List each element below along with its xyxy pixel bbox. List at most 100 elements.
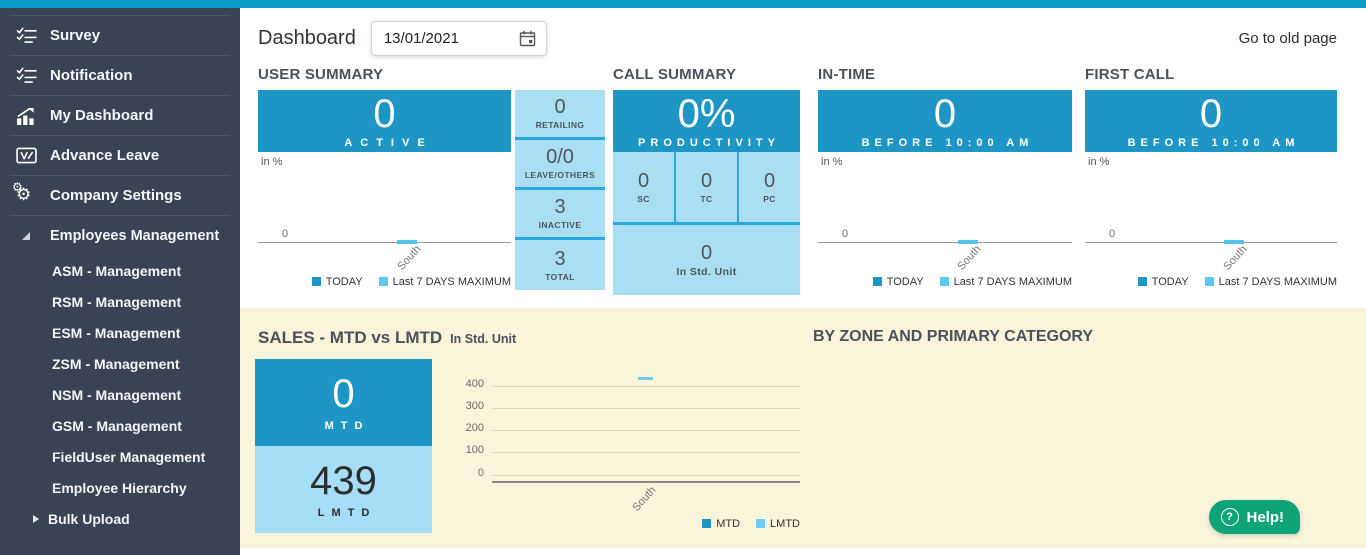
lmtd-value: 439: [310, 458, 377, 503]
page-title: Dashboard: [258, 27, 356, 49]
in-time-chart: 0: [818, 171, 1072, 244]
last7-max-bar: [1223, 240, 1244, 244]
active-value: 0: [373, 91, 396, 136]
before-10am-hero-box: 0 BEFORE 10:00 AM: [1085, 90, 1337, 152]
sidebar-item-survey[interactable]: Survey: [10, 15, 230, 55]
active-hero-box: 0 ACTIVE: [258, 90, 511, 152]
sidebar-subitem-esm-management[interactable]: ESM - Management: [0, 317, 240, 348]
chart-legend: MTD LMTD: [702, 518, 800, 530]
date-picker[interactable]: [370, 21, 547, 56]
sidebar-subitem-nsm-management[interactable]: NSM - Management: [0, 379, 240, 410]
leave-others-tile: 0/0 LEAVE/OTHERS: [515, 140, 605, 190]
y-tick-label: 0: [1109, 228, 1116, 240]
legend-item-lmtd: LMTD: [756, 518, 800, 530]
x-axis-line: [492, 481, 800, 483]
go-to-old-page-link[interactable]: Go to old page: [1238, 30, 1337, 47]
page-header: Dashboard Go to old page: [240, 8, 1366, 56]
sc-stat: 0 SC: [613, 152, 676, 222]
chart-legend: TODAY Last 7 DAYS MAXIMUM: [258, 276, 511, 288]
std-unit-tile: 0 In Std. Unit: [613, 225, 800, 295]
card-title: CALL SUMMARY: [613, 66, 737, 83]
sidebar-subitem-label: GSM - Management: [52, 417, 182, 434]
leave-wave-icon: [14, 147, 38, 164]
x-category-label: South: [955, 243, 984, 273]
sidebar-subitem-label: ESM - Management: [52, 324, 181, 341]
retailing-tile: 0 RETAILING: [515, 90, 605, 140]
sidebar-subitem-label: NSM - Management: [52, 386, 182, 403]
y-tick-label: 0: [842, 228, 849, 240]
sidebar-item-label: Company Settings: [50, 187, 182, 204]
sidebar-subitem-label: FieldUser Management: [52, 448, 206, 465]
legend-item-today: TODAY: [311, 276, 363, 288]
legend-swatch: [1137, 277, 1147, 286]
legend-swatch: [378, 277, 388, 286]
sidebar-subitem-bulk-upload[interactable]: Bulk Upload: [0, 503, 240, 534]
bar-chart-arrow-icon: [14, 107, 38, 125]
card-title: IN-TIME: [818, 66, 876, 83]
user-summary-chart: 0: [258, 171, 511, 244]
sidebar-item-advance-leave[interactable]: Advance Leave: [10, 135, 230, 175]
sidebar-subitem-label: Employee Hierarchy: [52, 479, 187, 496]
productivity-hero-box: 0% PRODUCTIVITY: [613, 90, 800, 152]
sales-title: SALES - MTD vs LMTD: [258, 328, 443, 347]
sidebar-item-my-dashboard[interactable]: My Dashboard: [10, 95, 230, 135]
last7-max-bar: [957, 240, 978, 244]
sidebar-item-label: Employees Management: [50, 227, 220, 244]
in-time-label: BEFORE 10:00 AM: [861, 136, 1034, 149]
sales-unit-subtitle: In Std. Unit: [450, 332, 517, 346]
y-tick-label: 200: [465, 422, 484, 434]
sidebar-subitem-employee-hierarchy[interactable]: Employee Hierarchy: [0, 472, 240, 503]
legend-item-mtd: MTD: [702, 518, 740, 530]
gridline: [492, 430, 800, 431]
sidebar-subitem-gsm-management[interactable]: GSM - Management: [0, 410, 240, 441]
sidebar-item-employees-management[interactable]: Employees Management: [10, 215, 230, 255]
sidebar-item-label: My Dashboard: [50, 107, 154, 124]
inactive-tile: 3 INACTIVE: [515, 190, 605, 240]
top-accent-bar: [0, 0, 1366, 8]
date-input[interactable]: [381, 29, 506, 48]
sidebar-subitem-label: Bulk Upload: [48, 510, 130, 527]
zone-category-panel: BY ZONE AND PRIMARY CATEGORY: [800, 328, 1337, 548]
legend-item-today: TODAY: [872, 276, 924, 288]
gridline: [492, 452, 800, 453]
y-tick-label: 0: [282, 228, 289, 240]
chart-legend: TODAY Last 7 DAYS MAXIMUM: [1085, 276, 1337, 288]
first-call-card: FIRST CALL 0 BEFORE 10:00 AM in % 0 Sout…: [1085, 66, 1337, 295]
legend-item-today: TODAY: [1137, 276, 1189, 288]
sidebar-item-notification[interactable]: Notification: [10, 55, 230, 95]
call-summary-card: CALL SUMMARY 0% PRODUCTIVITY 0 SC 0 TC 0…: [613, 66, 800, 295]
tc-stat: 0 TC: [676, 152, 739, 222]
sales-bar-chart: 400 300 200 100 0 South MTD LMTD: [450, 359, 800, 533]
unit-note: in %: [821, 156, 843, 168]
help-button[interactable]: ? Help!: [1208, 500, 1300, 534]
x-category-label: South: [630, 484, 659, 514]
gridline: [492, 386, 800, 387]
sales-mtd-lmtd-panel: SALES - MTD vs LMTD In Std. Unit 0 MTD 4…: [255, 328, 800, 548]
user-summary-tiles: 0 RETAILING 0/0 LEAVE/OTHERS 3 INACTIVE …: [515, 90, 605, 290]
gridline: [492, 475, 800, 476]
last7-max-bar: [397, 240, 418, 244]
pc-stat: 0 PC: [763, 169, 776, 204]
sidebar-item-label: Survey: [50, 27, 101, 44]
lmtd-label: LMTD: [317, 506, 377, 519]
sidebar-subitem-rsm-management[interactable]: RSM - Management: [0, 286, 240, 317]
tree-collapsed-icon: [33, 514, 39, 523]
sidebar-subitem-zsm-management[interactable]: ZSM - Management: [0, 348, 240, 379]
help-button-label: Help!: [1246, 508, 1285, 526]
in-time-value: 0: [933, 91, 957, 136]
summary-cards-row: USER SUMMARY 0 ACTIVE in % 0 South: [240, 56, 1366, 295]
lmtd-box: 439 LMTD: [255, 446, 432, 533]
first-call-value: 0: [1199, 91, 1223, 136]
y-tick-label: 0: [477, 467, 484, 479]
legend-item-last7: Last 7 DAYS MAXIMUM: [939, 276, 1072, 288]
legend-swatch: [756, 519, 766, 528]
zone-panel-title: BY ZONE AND PRIMARY CATEGORY: [813, 328, 1094, 345]
card-title: FIRST CALL: [1085, 66, 1175, 83]
x-category-label: South: [1221, 243, 1250, 273]
user-summary-card: USER SUMMARY 0 ACTIVE in % 0 South: [258, 66, 605, 295]
sidebar-item-company-settings[interactable]: ⚙ ⚙ Company Settings: [10, 175, 230, 215]
sidebar-subitem-asm-management[interactable]: ASM - Management: [0, 255, 240, 286]
sidebar-subitem-fielduser-management[interactable]: FieldUser Management: [0, 441, 240, 472]
calendar-icon[interactable]: [519, 30, 536, 47]
tree-expanded-icon: [14, 231, 38, 240]
